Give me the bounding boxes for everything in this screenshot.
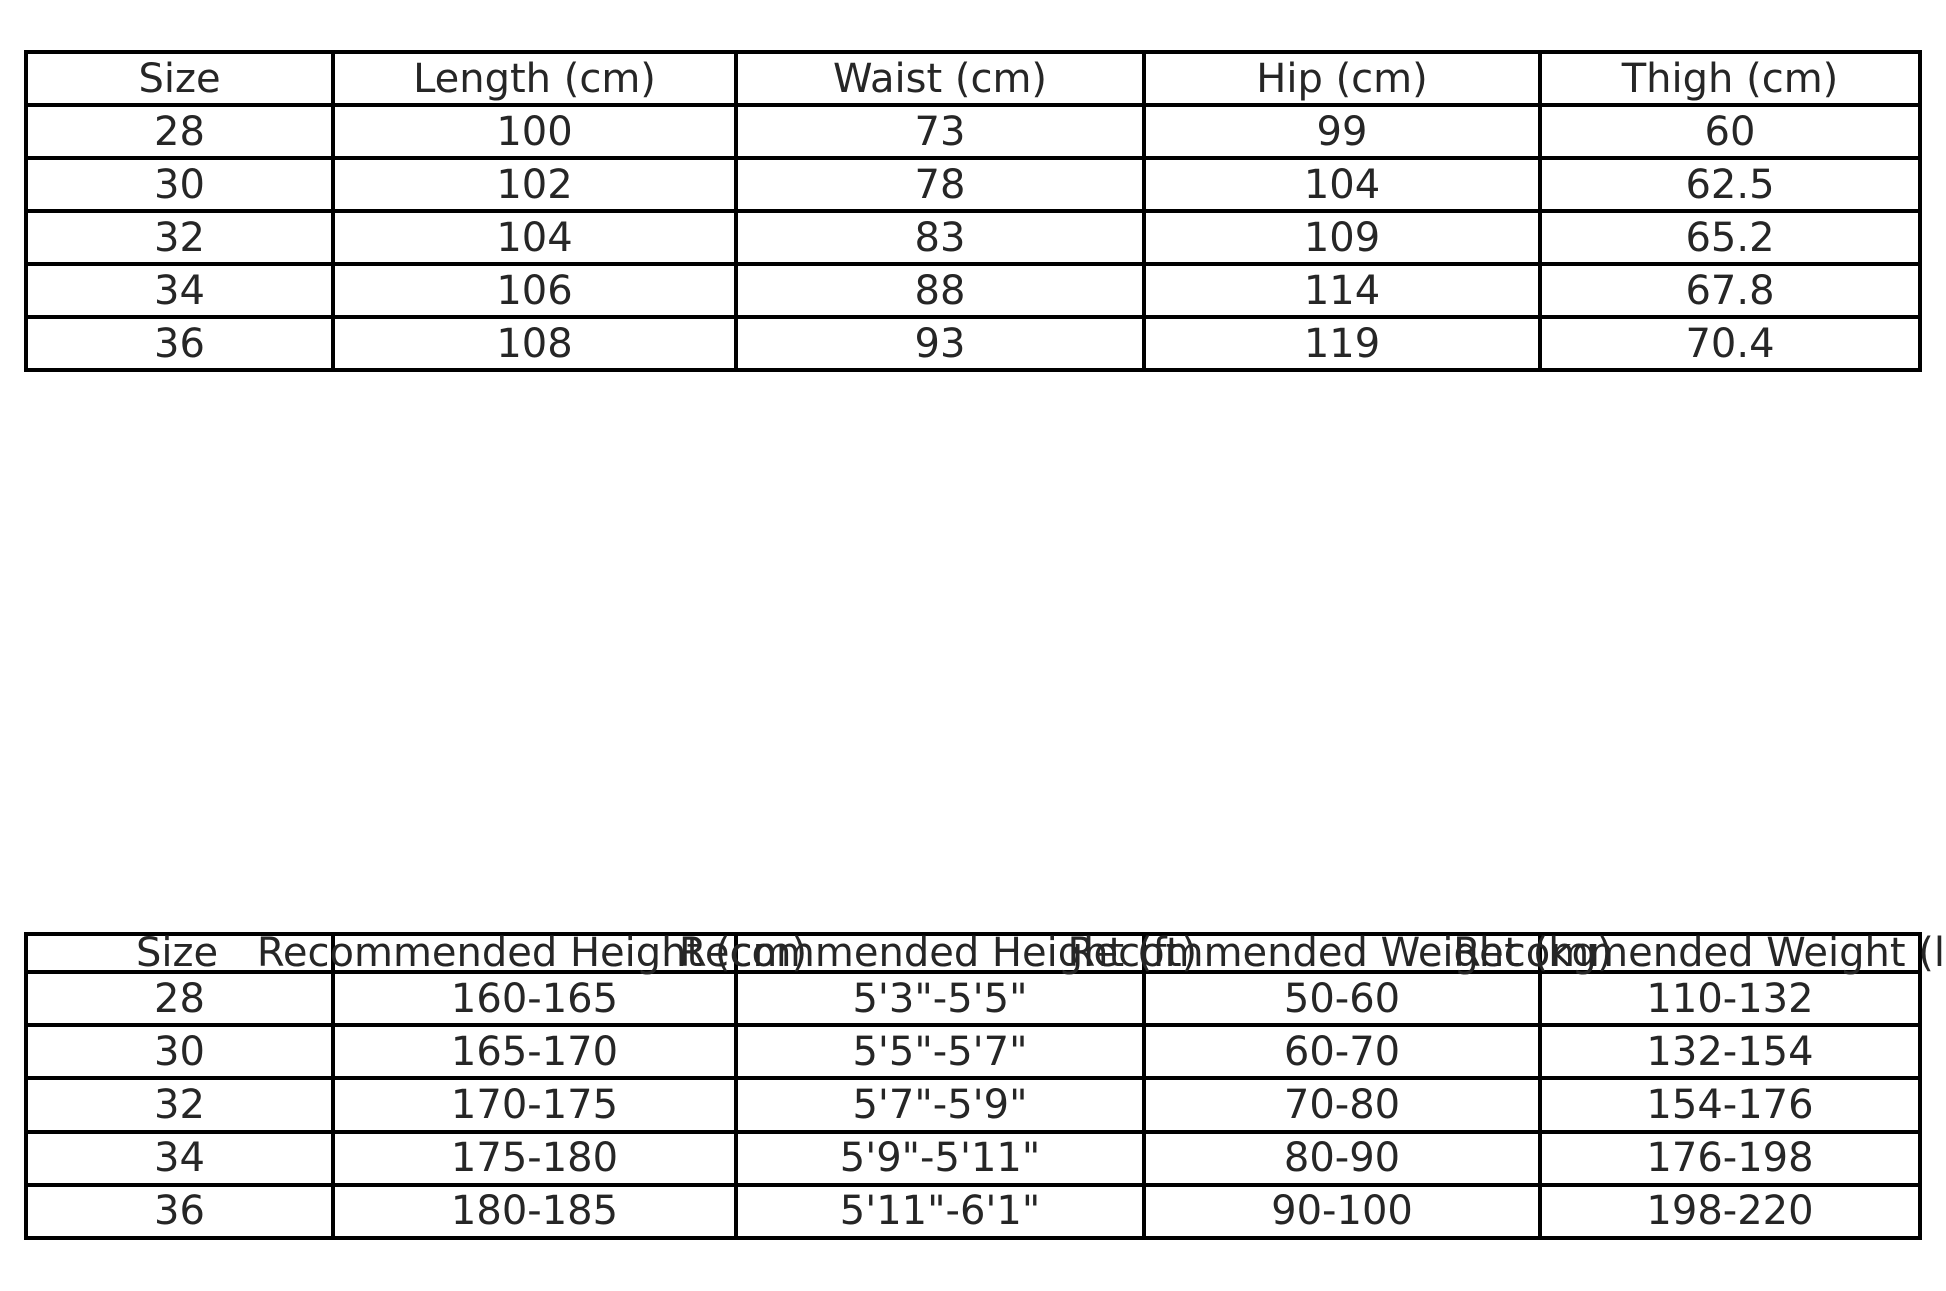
table-cell: 109 [1146,213,1538,262]
table-cell: 170-175 [335,1080,734,1130]
size-chart-table: Size Length (cm) Waist (cm) Hip (cm) Thi… [24,50,1922,372]
table-cell: 32 [28,1080,331,1130]
fit-guide-header-slot [738,936,1142,970]
table-cell: 30 [28,160,331,209]
table-cell: 5'11"-6'1" [738,1186,1142,1236]
table-cell: 99 [1146,107,1538,156]
table-cell: 5'5"-5'7" [738,1027,1142,1077]
table-cell: 5'3"-5'5" [738,974,1142,1024]
table-cell: 154-176 [1542,1080,1918,1130]
table-cell: 60 [1542,107,1918,156]
table-cell: 5'7"-5'9" [738,1080,1142,1130]
table-cell: 32 [28,213,331,262]
table-cell: 119 [1146,319,1538,368]
table-cell: 62.5 [1542,160,1918,209]
table-cell: 28 [28,974,331,1024]
table-cell: 108 [335,319,734,368]
fit-guide-header-slot [28,936,331,970]
table-cell: 104 [1146,160,1538,209]
table-cell: 132-154 [1542,1027,1918,1077]
table-cell: 28 [28,107,331,156]
table-cell: 34 [28,1133,331,1183]
table-cell: 73 [738,107,1142,156]
table-cell: 60-70 [1146,1027,1538,1077]
table-cell: 90-100 [1146,1186,1538,1236]
table-cell: 50-60 [1146,974,1538,1024]
fit-guide-header-slot [335,936,734,970]
table-cell: 100 [335,107,734,156]
table-cell: 80-90 [1146,1133,1538,1183]
table-cell: 160-165 [335,974,734,1024]
size-chart-header-length: Length (cm) [335,54,734,103]
table-cell: 198-220 [1542,1186,1918,1236]
table-cell: 175-180 [335,1133,734,1183]
table-cell: 70-80 [1146,1080,1538,1130]
table-cell: 67.8 [1542,266,1918,315]
table-cell: 114 [1146,266,1538,315]
table-cell: 176-198 [1542,1133,1918,1183]
fit-guide-header-slot [1146,936,1538,970]
table-cell: 110-132 [1542,974,1918,1024]
table-cell: 93 [738,319,1142,368]
table-cell: 65.2 [1542,213,1918,262]
table-cell: 36 [28,1186,331,1236]
table-cell: 106 [335,266,734,315]
fit-guide-header-slot [1542,936,1918,970]
size-chart-header-thigh: Thigh (cm) [1542,54,1918,103]
table-cell: 30 [28,1027,331,1077]
table-cell: 70.4 [1542,319,1918,368]
fit-guide-table: 28 160-165 5'3"-5'5" 50-60 110-132 30 16… [24,930,1946,1240]
table-cell: 165-170 [335,1027,734,1077]
table-cell: 36 [28,319,331,368]
table-cell: 83 [738,213,1142,262]
table-cell: 78 [738,160,1142,209]
table-cell: 5'9"-5'11" [738,1133,1142,1183]
size-chart-header-waist: Waist (cm) [738,54,1142,103]
size-chart-header-size: Size [28,54,331,103]
size-chart-header-hip: Hip (cm) [1146,54,1538,103]
table-cell: 104 [335,213,734,262]
table-cell: 34 [28,266,331,315]
table-cell: 102 [335,160,734,209]
table-cell: 88 [738,266,1142,315]
table-cell: 180-185 [335,1186,734,1236]
